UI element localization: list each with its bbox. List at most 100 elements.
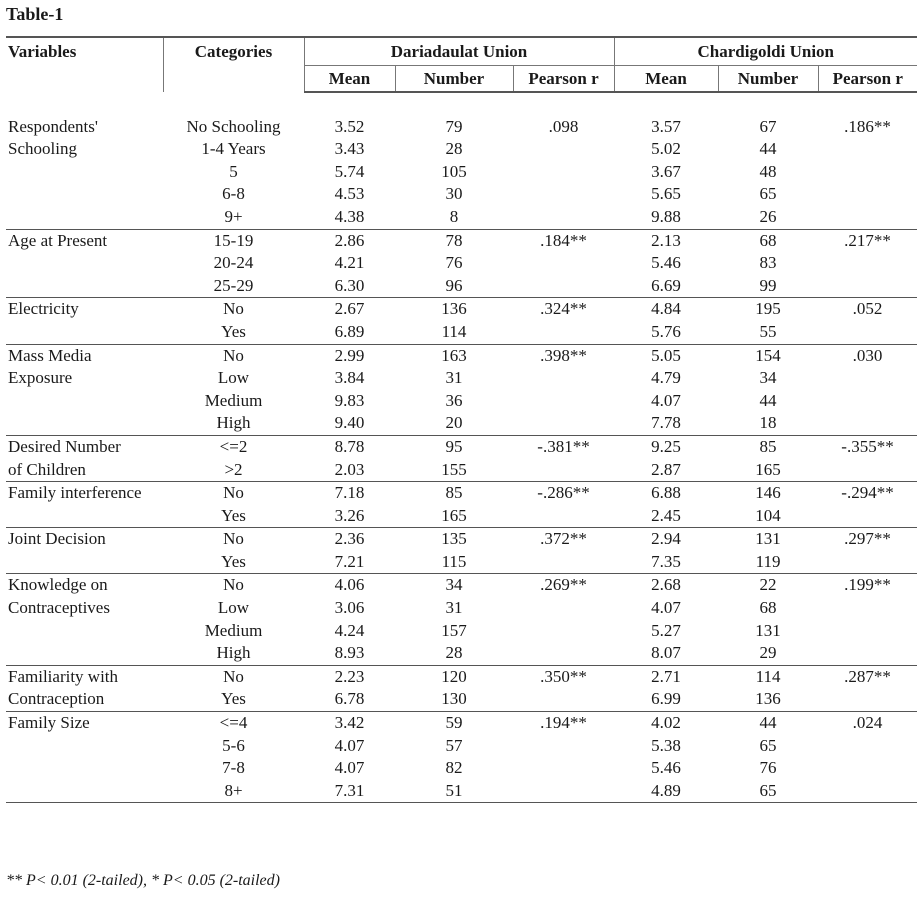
mean-2-cell: 5.46 xyxy=(651,758,681,778)
pearson-1-cell xyxy=(513,161,614,184)
header-number-1: Number xyxy=(394,65,513,93)
category-cell: 8+ xyxy=(163,779,304,804)
pearson-1-cell: .324** xyxy=(540,299,587,319)
mean-1-cell: 4.06 xyxy=(334,575,365,595)
category-cell: Yes xyxy=(163,504,304,529)
number-1-cell: 115 xyxy=(395,550,513,575)
number-2-cell: 146 xyxy=(755,483,781,503)
table-row: High 8.93 28 8.07 29 xyxy=(6,642,918,666)
category-cell: Yes xyxy=(163,320,304,345)
variable-cell xyxy=(6,390,163,413)
number-1-cell: 114 xyxy=(395,320,513,345)
variable-cell xyxy=(6,504,163,529)
variable-cell xyxy=(6,274,163,299)
variable-cell xyxy=(6,412,163,436)
table-body: Respondents' No Schooling 3.52 79 .098 3.57 67… xyxy=(6,92,918,804)
category-cell: Medium xyxy=(204,390,263,410)
pearson-1-cell: -.286** xyxy=(537,483,590,503)
number-2-cell: 99 xyxy=(718,274,819,299)
pearson-2-cell xyxy=(818,620,917,643)
variable-cell xyxy=(6,161,163,184)
mean-2-cell: 4.07 xyxy=(651,598,681,618)
mean-1-cell: 9.40 xyxy=(304,412,395,436)
table-row: Age at Present 15-19 2.86 78 .184** 2.13 68 .21… xyxy=(6,229,917,252)
number-1-cell: 157 xyxy=(441,620,467,640)
category-cell: 25-29 xyxy=(163,274,304,299)
variable-cell xyxy=(6,252,163,275)
number-2-cell: 83 xyxy=(759,253,777,273)
pearson-1-cell: .098 xyxy=(548,116,579,136)
mean-1-cell: 6.89 xyxy=(304,320,395,345)
mean-2-cell: 2.45 xyxy=(614,504,719,529)
mean-2-cell: 5.38 xyxy=(651,735,681,755)
number-2-cell: 65 xyxy=(759,184,777,204)
pearson-2-cell: .030 xyxy=(852,345,883,365)
table-row: Yes 7.21 115 7.35 119 xyxy=(6,550,918,575)
number-2-cell: 44 xyxy=(759,139,777,159)
mean-1-cell: 3.52 xyxy=(334,116,365,136)
header-mean-1: Mean xyxy=(303,65,395,93)
mean-1-cell: 2.86 xyxy=(334,230,365,250)
variable-cell: Respondents' xyxy=(8,116,98,136)
mean-1-cell: 6.30 xyxy=(304,274,395,299)
category-cell: No xyxy=(223,483,244,503)
number-1-cell: 34 xyxy=(445,575,463,595)
pearson-1-cell: .398** xyxy=(540,345,587,365)
header-categories: Categories xyxy=(163,36,304,92)
mean-2-cell: 5.02 xyxy=(651,139,681,159)
category-cell: 1-4 Years xyxy=(201,139,266,159)
pearson-1-cell xyxy=(513,757,614,780)
mean-2-cell: 6.99 xyxy=(614,688,719,713)
table-row: Familiarity with No 2.23 120 .350** 2.71 114 .2… xyxy=(6,665,917,688)
number-1-cell: 28 xyxy=(445,139,463,159)
mean-2-cell: 2.71 xyxy=(651,666,681,686)
mean-2-cell: 2.68 xyxy=(651,575,681,595)
variable-cell: Knowledge on xyxy=(8,575,108,595)
variable-cell: Electricity xyxy=(8,299,79,319)
category-cell: Low xyxy=(217,598,250,618)
number-1-cell: 96 xyxy=(395,274,513,299)
variable-cell: Desired Number xyxy=(8,436,121,456)
variable-cell xyxy=(6,735,163,758)
category-cell: No xyxy=(223,529,244,549)
table-row: 25-29 6.30 96 6.69 99 xyxy=(6,274,918,299)
pearson-1-cell xyxy=(513,367,614,390)
significance-footnote: ** P< 0.01 (2-tailed), * P< 0.05 (2-tail… xyxy=(6,872,280,889)
pearson-1-cell: .372** xyxy=(540,529,587,549)
pearson-1-cell: .350** xyxy=(540,666,587,686)
header-chardigoldi-union: Chardigoldi Union xyxy=(613,36,918,66)
pearson-1-cell xyxy=(513,597,614,620)
table-row: Yes 6.89 114 5.76 55 xyxy=(6,320,918,345)
pearson-2-cell: .287** xyxy=(844,666,891,686)
number-2-cell: 34 xyxy=(759,368,777,388)
category-cell: High xyxy=(163,642,304,666)
mean-2-cell: 9.88 xyxy=(614,205,719,230)
category-cell: No xyxy=(223,575,244,595)
variable-cell: Exposure xyxy=(8,368,73,388)
number-2-cell: 114 xyxy=(755,666,781,686)
mean-2-cell: 4.79 xyxy=(651,368,681,388)
number-1-cell: 82 xyxy=(445,758,463,778)
pearson-2-cell xyxy=(818,320,918,345)
number-1-cell: 163 xyxy=(441,345,467,365)
pearson-2-cell xyxy=(818,161,917,184)
number-2-cell: 22 xyxy=(759,575,777,595)
pearson-2-cell xyxy=(818,597,917,620)
mean-1-cell: 4.38 xyxy=(304,205,395,230)
header-pearson-2: Pearson r xyxy=(817,65,918,93)
pearson-2-cell: -.294** xyxy=(841,483,894,503)
pearson-1-cell xyxy=(513,390,614,413)
mean-2-cell: 6.88 xyxy=(651,483,681,503)
number-1-cell: 130 xyxy=(395,688,513,713)
number-1-cell: 78 xyxy=(445,230,463,250)
pearson-1-cell xyxy=(513,550,615,575)
table-row: Schooling 1-4 Years 3.43 28 5.02 44 xyxy=(6,138,917,161)
mean-1-cell: 7.18 xyxy=(334,483,365,503)
table-title: Table-1 xyxy=(6,4,64,24)
number-1-cell: 76 xyxy=(445,253,463,273)
mean-1-cell: 5.74 xyxy=(334,161,365,181)
table-row: 5 5.74 105 3.67 48 xyxy=(6,161,917,184)
category-cell: <=4 xyxy=(219,713,248,733)
pearson-2-cell xyxy=(818,458,918,483)
pearson-2-cell xyxy=(818,252,917,275)
